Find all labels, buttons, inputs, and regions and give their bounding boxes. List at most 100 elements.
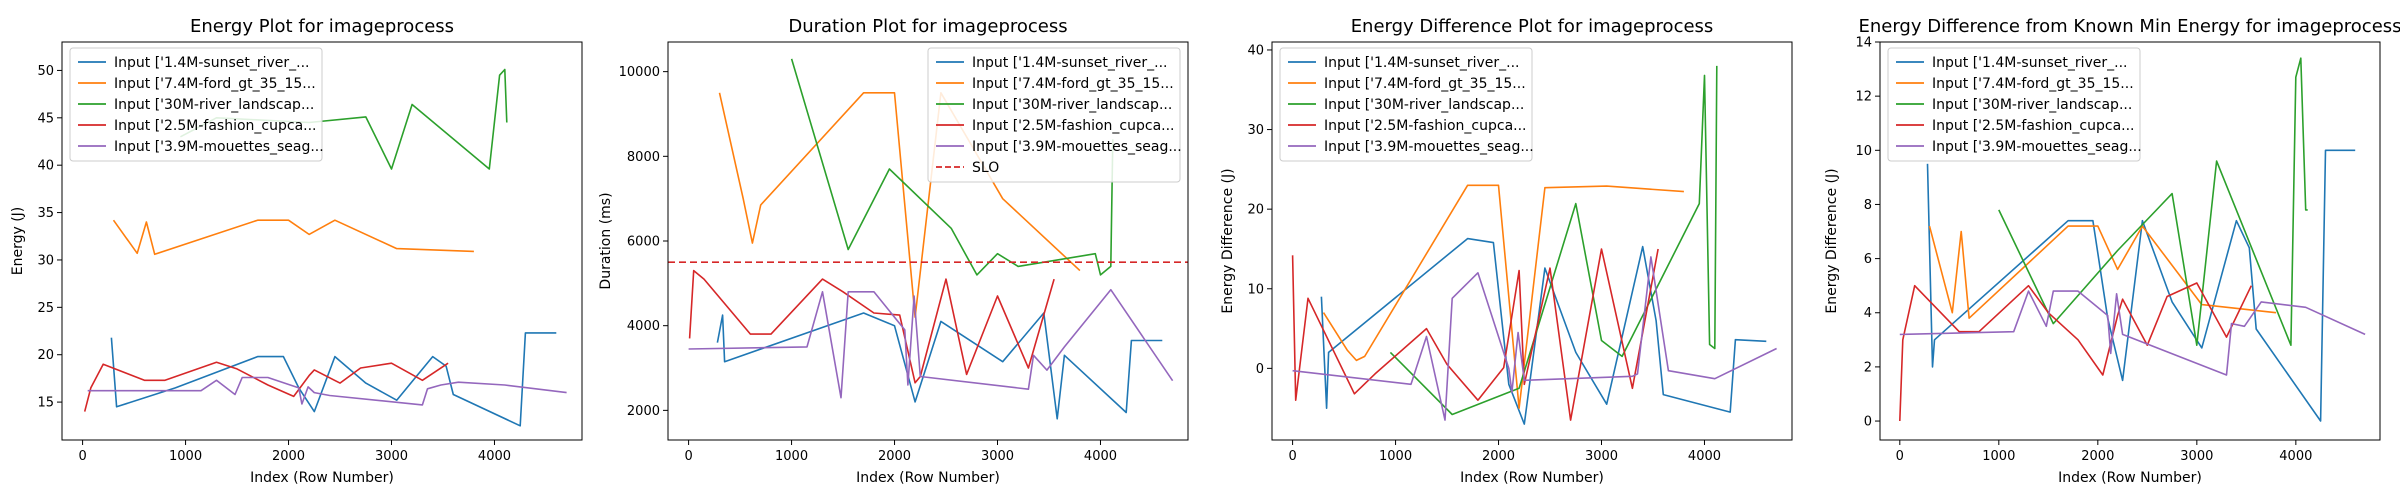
y-tick-label: 50 — [37, 64, 54, 79]
axes-frame — [667, 41, 1189, 441]
x-axis-label: Index (Row Number) — [856, 470, 1000, 486]
x-tick-label: 2000 — [272, 449, 305, 464]
legend-label: Input ['30M-river_landscap... — [972, 97, 1172, 113]
series-line-2 — [1322, 184, 1684, 410]
axes-frame — [61, 41, 583, 441]
series-line-5 — [1292, 256, 1777, 421]
legend-label: Input ['3.9M-mouettes_seag... — [972, 139, 1182, 155]
series-line-3 — [1389, 65, 1718, 416]
series-line-2 — [112, 219, 474, 256]
legend-label: Input ['7.4M-ford_gt_35_15... — [114, 76, 316, 92]
chart-1: Energy Plot for imageprocess Index (Row N… — [10, 16, 583, 486]
legend-label: Input ['7.4M-ford_gt_35_15... — [972, 76, 1174, 92]
y-tick-label: 40 — [1247, 43, 1264, 58]
legend-label: Input ['2.5M-fashion_cupca... — [972, 118, 1175, 134]
x-tick-label: 4000 — [478, 449, 511, 464]
legend-box — [1887, 47, 2141, 162]
y-tick-label: 15 — [37, 396, 54, 411]
legend-label: Input ['3.9M-mouettes_seag... — [1324, 139, 1534, 155]
y-axis-label: Duration (ms) — [598, 192, 614, 289]
y-tick-label: 2 — [1864, 360, 1872, 375]
x-axis-label: Index (Row Number) — [250, 470, 394, 486]
legend-label: Input ['7.4M-ford_gt_35_15... — [1324, 76, 1526, 92]
series-line-1 — [1926, 149, 2356, 422]
x-tick-label: 0 — [1896, 449, 1904, 464]
y-tick-label: 45 — [37, 111, 54, 126]
y-tick-label: 8000 — [627, 150, 660, 165]
x-tick-label: 2000 — [1482, 449, 1515, 464]
y-tick-label: 30 — [37, 253, 54, 268]
x-tick-label: 3000 — [1585, 449, 1618, 464]
series-line-3 — [790, 58, 1114, 276]
legend-label: Input ['1.4M-sunset_river_... — [1932, 55, 2128, 71]
x-tick-label: 3000 — [981, 449, 1014, 464]
series-line-1 — [1320, 237, 1767, 425]
series-line-5 — [87, 376, 567, 406]
x-tick-label: 2000 — [2081, 449, 2114, 464]
x-tick-label: 2000 — [878, 449, 911, 464]
legend: Input ['1.4M-sunset_river_... Input ['7.4… — [1887, 47, 2142, 162]
y-tick-label: 2000 — [627, 404, 660, 419]
legend-label: SLO — [972, 160, 999, 176]
x-axis-label: Index (Row Number) — [1460, 470, 1604, 486]
y-tick-label: 20 — [37, 348, 54, 363]
x-tick-label: 3000 — [2180, 449, 2213, 464]
legend-box — [927, 47, 1181, 183]
x-tick-label: 1000 — [775, 449, 808, 464]
legend-box — [69, 47, 323, 162]
x-tick-label: 0 — [78, 449, 86, 464]
legend-label: Input ['3.9M-mouettes_seag... — [114, 139, 324, 155]
y-tick-label: 10000 — [619, 65, 660, 80]
y-tick-label: 4000 — [627, 319, 660, 334]
series-line-4 — [83, 361, 449, 412]
y-tick-label: 12 — [1855, 90, 1872, 105]
x-tick-label: 4000 — [1084, 449, 1117, 464]
x-tick-label: 1000 — [169, 449, 202, 464]
y-tick-label: 4 — [1864, 306, 1872, 321]
x-axis-label: Index (Row Number) — [2058, 470, 2202, 486]
series-line-4 — [1291, 248, 1659, 421]
x-tick-label: 3000 — [375, 449, 408, 464]
x-tick-label: 0 — [684, 449, 692, 464]
y-tick-label: 10 — [1855, 144, 1872, 159]
legend-label: Input ['2.5M-fashion_cupca... — [114, 118, 317, 134]
series-line-5 — [1899, 290, 2366, 376]
x-tick-label: 0 — [1288, 449, 1296, 464]
chart-3: Energy Difference Plot for imageprocess I… — [1220, 16, 1793, 486]
axes-frame — [1271, 41, 1793, 441]
legend-label: Input ['2.5M-fashion_cupca... — [1932, 118, 2135, 134]
series-line-4 — [688, 269, 1055, 384]
legend-label: Input ['2.5M-fashion_cupca... — [1324, 118, 1527, 134]
chart-2: Duration Plot for imageprocess Index (Row… — [598, 16, 1189, 486]
legend-label: Input ['1.4M-sunset_river_... — [114, 55, 310, 71]
series-line-4 — [1899, 282, 2253, 422]
y-axis-label: Energy Difference (J) — [1824, 168, 1840, 313]
legend-box — [1279, 47, 1533, 162]
chart-title: Energy Difference from Known Min Energy … — [1858, 16, 2400, 37]
legend-label: Input ['30M-river_landscap... — [1324, 97, 1524, 113]
y-tick-label: 6 — [1864, 252, 1872, 267]
x-tick-label: 4000 — [1688, 449, 1721, 464]
y-tick-label: 14 — [1855, 36, 1872, 51]
x-tick-label: 4000 — [2279, 449, 2312, 464]
y-tick-label: 40 — [37, 159, 54, 174]
legend: Input ['1.4M-sunset_river_... Input ['7.4… — [1279, 47, 1534, 162]
chart-4: Energy Difference from Known Min Energy … — [1824, 16, 2400, 486]
legend-label: Input ['3.9M-mouettes_seag... — [1932, 139, 2142, 155]
chart-title: Energy Difference Plot for imageprocess — [1351, 16, 1714, 37]
y-axis-label: Energy Difference (J) — [1220, 168, 1236, 313]
legend-label: Input ['30M-river_landscap... — [1932, 97, 2132, 113]
y-tick-label: 10 — [1247, 282, 1264, 297]
x-tick-label: 1000 — [1379, 449, 1412, 464]
x-tick-label: 1000 — [1982, 449, 2015, 464]
y-tick-label: 25 — [37, 301, 54, 316]
legend-label: Input ['30M-river_landscap... — [114, 97, 314, 113]
legend-label: Input ['7.4M-ford_gt_35_15... — [1932, 76, 2134, 92]
legend-label: Input ['1.4M-sunset_river_... — [1324, 55, 1520, 71]
series-line-1 — [716, 312, 1163, 420]
y-tick-label: 30 — [1247, 123, 1264, 138]
axes-frame — [1879, 41, 2381, 441]
plot-area — [1899, 57, 2366, 422]
legend-label: Input ['1.4M-sunset_river_... — [972, 55, 1168, 71]
